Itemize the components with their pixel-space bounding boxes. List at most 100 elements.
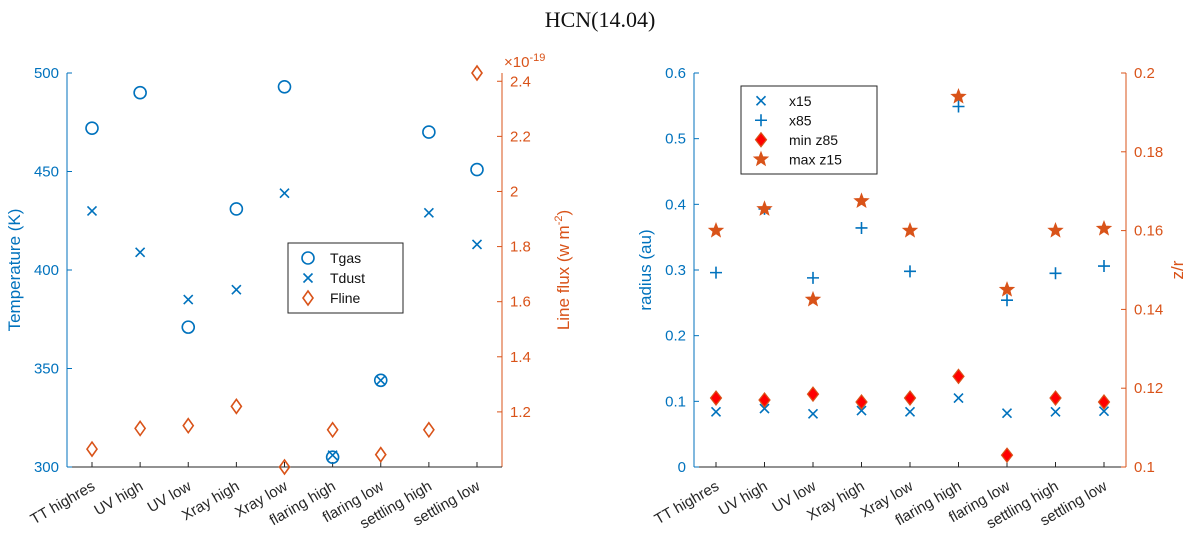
- right-y-axis-label: z/r: [1168, 260, 1187, 279]
- left-y-axis-label: radius (au): [636, 229, 655, 310]
- legend-swatch-tgas: [301, 251, 315, 265]
- data-point-x85: [807, 271, 819, 284]
- right-y-axis-label-main: Line flux (w m: [554, 225, 573, 330]
- right-y-tick-label: 1.6: [510, 294, 531, 311]
- exponent-power: -19: [529, 52, 545, 64]
- right-y-tick-label: 1.2: [510, 404, 531, 421]
- data-point-tgas: [229, 202, 244, 216]
- data-point-tdust: [327, 450, 338, 461]
- data-point-tdust: [231, 284, 242, 295]
- data-point-fline: [134, 420, 147, 437]
- data-point-x85: [904, 265, 916, 278]
- legend-entry-label: Tgas: [330, 250, 361, 266]
- data-point-tgas: [277, 79, 292, 94]
- left-y-tick-label: 300: [34, 459, 59, 476]
- legend-entry-label: Fline: [330, 290, 361, 306]
- data-point-min-z85: [758, 392, 771, 408]
- data-point-x15: [856, 405, 867, 416]
- data-point-fline: [374, 446, 387, 463]
- data-point-tdust: [86, 205, 98, 216]
- legend-entry-label: x15: [789, 93, 812, 109]
- left-y-tick-label: 350: [34, 361, 59, 378]
- right-y-tick-label: 1.8: [510, 239, 531, 256]
- data-point-tgas: [85, 121, 99, 135]
- left-y-tick-label: 0.3: [665, 262, 686, 279]
- right-y-tick-label: 2.2: [510, 128, 531, 145]
- left-y-axis-label: Temperature (K): [5, 209, 24, 332]
- data-point-x85: [1001, 294, 1013, 307]
- data-point-tgas: [181, 320, 196, 334]
- data-point-tgas: [373, 373, 388, 388]
- right-y-axis-label-sup: -2: [553, 216, 565, 226]
- data-point-max-z15: [853, 192, 870, 209]
- data-point-max-z15: [804, 290, 822, 307]
- data-point-tdust: [423, 207, 434, 218]
- legend-swatch-min-z85: [754, 131, 768, 148]
- data-point-max-z15: [950, 88, 967, 104]
- legend-entry-label: min z85: [789, 132, 838, 148]
- data-point-x15: [807, 408, 819, 419]
- data-point-x15: [1050, 406, 1061, 417]
- data-point-x15: [1098, 406, 1110, 417]
- data-point-max-z15: [998, 281, 1016, 297]
- data-point-min-z85: [1049, 390, 1062, 407]
- right-y-tick-label: 0.1: [1134, 459, 1155, 476]
- data-point-x15: [759, 403, 770, 414]
- data-point-max-z15: [901, 221, 919, 238]
- right-y-tick-label: 0.18: [1134, 144, 1163, 161]
- data-point-tgas: [133, 85, 147, 100]
- data-point-tdust: [279, 188, 290, 199]
- data-point-fline: [471, 64, 483, 82]
- data-point-min-z85: [709, 390, 723, 407]
- right-y-exponent-label: ×10-19: [504, 52, 545, 71]
- right-chart: 0 0.1 0.2 0.3 0.4 0.5 0.6 0.1 0.12 0.14 0.16 0.18 0.…: [636, 65, 1187, 532]
- data-point-tgas: [470, 162, 484, 177]
- data-point-tdust: [183, 294, 194, 305]
- data-point-x85: [855, 221, 868, 234]
- data-point-min-z85: [1000, 447, 1014, 464]
- right-y-tick-label: 0.16: [1134, 223, 1163, 240]
- x-tick-label: TT highres: [28, 478, 98, 528]
- data-point-x15: [710, 406, 722, 417]
- data-point-fline: [230, 398, 243, 415]
- data-point-x15: [904, 406, 916, 417]
- right-y-tick-label: 2: [510, 183, 518, 200]
- data-point-tdust: [135, 247, 146, 258]
- legend-swatch-fline: [302, 289, 314, 307]
- data-point-max-z15: [1095, 220, 1113, 236]
- data-point-x15: [953, 392, 964, 404]
- data-point-tdust: [471, 239, 483, 250]
- left-y-tick-label: 0.5: [665, 131, 686, 148]
- right-y-tick-label: 2.4: [510, 73, 531, 90]
- right-y-tick-label: 1.4: [510, 349, 531, 366]
- data-point-x85: [1098, 260, 1110, 273]
- data-point-fline: [278, 458, 291, 476]
- data-point-min-z85: [855, 394, 868, 410]
- left-y-tick-label: 0.2: [665, 328, 686, 345]
- legend-swatch-tdust: [302, 272, 314, 284]
- figure-title: HCN(14.04): [545, 7, 656, 32]
- left-y-tick-label: 0: [678, 459, 686, 476]
- data-point-max-z15: [756, 200, 773, 216]
- left-y-tick-label: 0.1: [665, 393, 686, 410]
- data-point-fline: [182, 417, 195, 435]
- data-point-fline: [86, 440, 98, 458]
- left-y-tick-label: 500: [34, 65, 59, 82]
- right-y-tick-label: 0.14: [1134, 301, 1163, 318]
- left-chart: 300 350 400 450 500 1.2 1.4 1.6 1.8 2 2.2 2.4 TT hig…: [5, 52, 573, 532]
- legend-swatch-x85: [755, 114, 767, 127]
- right-y-tick-label: 0.2: [1134, 65, 1155, 82]
- data-point-min-z85: [1097, 394, 1111, 410]
- legend-entry-label: Tdust: [330, 270, 365, 286]
- legend-swatch-max-z15: [752, 150, 770, 167]
- exponent-base: ×10: [504, 54, 529, 71]
- data-point-x85: [710, 266, 722, 279]
- x-tick-label: UV high: [91, 478, 146, 519]
- data-point-min-z85: [952, 368, 965, 385]
- data-point-tgas: [422, 125, 436, 139]
- data-point-fline: [326, 421, 339, 439]
- data-point-fline: [422, 421, 435, 439]
- right-y-axis-label-end: ): [554, 210, 573, 216]
- left-y-tick-label: 0.4: [665, 196, 686, 213]
